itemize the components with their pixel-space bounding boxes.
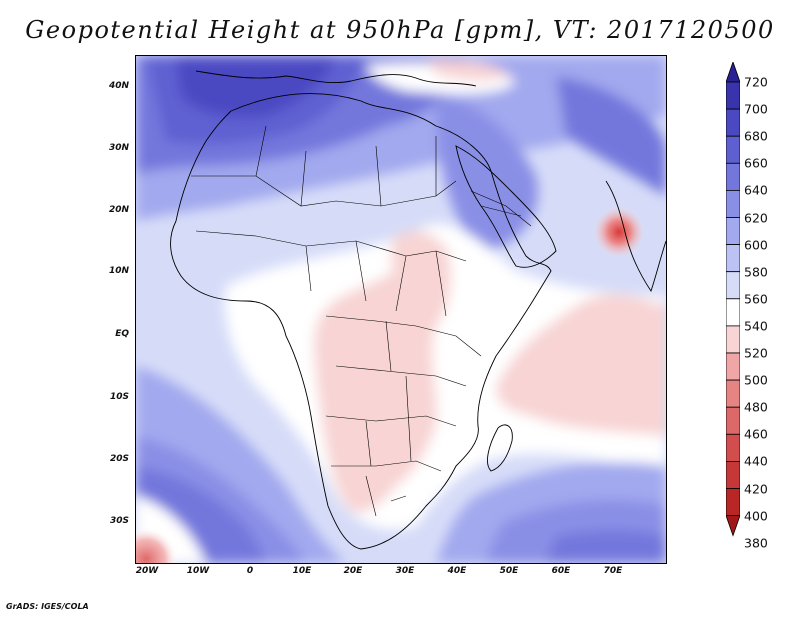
colorbar-swatch bbox=[726, 298, 740, 327]
colorbar-label: 440 bbox=[744, 453, 768, 469]
madagascar-coastline bbox=[487, 424, 513, 472]
arabian-sea-low bbox=[593, 206, 645, 258]
colorbar-swatch bbox=[726, 189, 740, 218]
colorbar-label: 600 bbox=[744, 237, 768, 253]
colorbar-label: 540 bbox=[744, 318, 768, 334]
colorbar-swatch bbox=[726, 379, 740, 408]
lat-label: 20S bbox=[109, 454, 129, 464]
colorbar-swatch bbox=[726, 433, 740, 462]
colorbar-label: 500 bbox=[744, 372, 768, 388]
colorbar-label: 380 bbox=[744, 535, 768, 551]
lon-label: 40E bbox=[447, 566, 467, 576]
colorbar-top-triangle bbox=[726, 62, 740, 83]
colorbar-label: 460 bbox=[744, 426, 768, 442]
colorbar-label: 700 bbox=[744, 101, 768, 117]
colorbar-label: 620 bbox=[744, 210, 768, 225]
colorbar-label: 660 bbox=[744, 155, 768, 171]
colorbar-label: 720 bbox=[744, 74, 768, 90]
colorbar-swatch bbox=[726, 108, 740, 137]
lat-label: 10N bbox=[108, 266, 129, 276]
colorbar-swatch bbox=[726, 488, 740, 517]
map-plot-area bbox=[135, 55, 667, 564]
india-coastline bbox=[605, 180, 666, 293]
map-title: Geopotential Height at 950hPa [gpm], VT:… bbox=[25, 16, 775, 44]
lat-label: 20N bbox=[108, 205, 129, 215]
lon-label: 60E bbox=[551, 566, 571, 576]
colorbar-swatch bbox=[726, 81, 740, 110]
lon-label: 0 bbox=[246, 566, 254, 576]
colorbar-swatch bbox=[726, 406, 740, 435]
colorbar-label: 640 bbox=[744, 182, 768, 198]
europe-coastline bbox=[195, 70, 477, 87]
lon-label: 10W bbox=[186, 566, 210, 576]
africa-coastline bbox=[170, 93, 552, 550]
colorbar-label: 680 bbox=[744, 128, 768, 144]
colorbar-swatch bbox=[726, 325, 740, 354]
lat-label: 30S bbox=[109, 516, 129, 526]
lat-label: 10S bbox=[109, 392, 129, 402]
colorbar-label: 400 bbox=[744, 508, 768, 524]
lon-label: 20W bbox=[135, 566, 159, 576]
colorbar-label: 580 bbox=[744, 264, 768, 280]
colorbar-swatch bbox=[726, 460, 740, 489]
colorbar-label: 560 bbox=[744, 291, 768, 307]
colorbar-label: 420 bbox=[744, 481, 768, 496]
colorbar bbox=[726, 62, 740, 537]
lon-label: 50E bbox=[499, 566, 519, 576]
map-svg bbox=[136, 56, 666, 563]
lon-label: 30E bbox=[395, 566, 415, 576]
lon-label: 20E bbox=[343, 566, 363, 576]
colorbar-swatch bbox=[726, 271, 740, 300]
arabia-coastline bbox=[455, 145, 557, 268]
colorbar-swatch bbox=[726, 162, 740, 191]
lat-label: 30N bbox=[108, 143, 129, 153]
southwest-corner-low bbox=[136, 527, 178, 563]
lat-label: EQ bbox=[115, 329, 129, 339]
lon-label: 10E bbox=[292, 566, 312, 576]
colorbar-label: 480 bbox=[744, 399, 768, 415]
grads-credit: GrADS: IGES/COLA bbox=[6, 602, 89, 611]
lat-label: 40N bbox=[108, 81, 129, 91]
coastlines bbox=[170, 70, 666, 550]
colorbar-swatch bbox=[726, 217, 740, 246]
country-borders bbox=[191, 125, 532, 517]
colorbar-label: 520 bbox=[744, 345, 768, 361]
colorbar-bottom-triangle bbox=[726, 515, 740, 537]
lon-label: 70E bbox=[603, 566, 623, 576]
colorbar-swatch bbox=[726, 352, 740, 381]
colorbar-swatch bbox=[726, 244, 740, 273]
height-contours bbox=[136, 56, 666, 563]
colorbar-swatch bbox=[726, 135, 740, 164]
